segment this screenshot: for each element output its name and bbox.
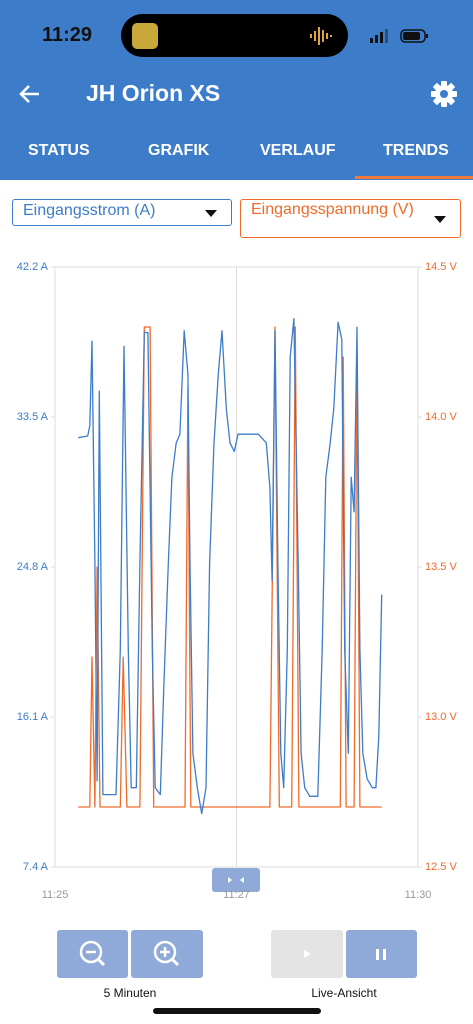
series-line (78, 318, 383, 815)
pause-icon (376, 949, 386, 960)
x-tick-label: 11:25 (42, 889, 69, 901)
tab[interactable]: STATUS (28, 142, 90, 159)
select-label: Eingangsstrom (A) (23, 202, 156, 219)
y2-tick-label: 13.0 V (425, 711, 457, 723)
pan-arrows (228, 877, 244, 883)
y-tick-label: 42.2 A (17, 261, 49, 273)
pan-handle[interactable] (212, 868, 260, 892)
y-tick-label: 16.1 A (17, 711, 49, 723)
play-icon (304, 950, 311, 958)
play-button[interactable] (271, 930, 343, 978)
y-tick-label: 33.5 A (17, 411, 49, 423)
home-indicator (153, 1008, 321, 1014)
zoom-caption: 5 Minuten (103, 986, 157, 1000)
pause-button[interactable] (346, 930, 417, 978)
y2-tick-label: 12.5 V (425, 861, 457, 873)
zoom-in-button[interactable] (131, 930, 203, 978)
settings-button[interactable] (430, 80, 458, 108)
status-time: 11:29 (42, 24, 93, 46)
active-tab-indicator (355, 176, 473, 179)
x-tick-label: 11:27 (223, 889, 250, 901)
y-tick-label: 24.8 A (17, 561, 49, 573)
left-axis-select[interactable]: Eingangsstrom (A) (12, 199, 232, 226)
back-button[interactable] (18, 82, 42, 106)
dropdown-arrow (434, 215, 446, 223)
tab[interactable]: TRENDS (383, 142, 449, 159)
dynamic-island (121, 14, 348, 57)
y2-tick-label: 13.5 V (425, 561, 457, 573)
y2-tick-label: 14.5 V (425, 261, 457, 273)
tab[interactable]: VERLAUF (260, 142, 336, 159)
zoom-in-icon (153, 940, 180, 967)
status-icons (370, 29, 428, 43)
media-icon (132, 23, 158, 49)
waveform (310, 27, 332, 45)
chart: 11:25 11:27 11:30 7.4 A 16.1 A 24.8 A 33.5 A 42… (17, 261, 458, 901)
zoom-out-icon (79, 940, 106, 967)
select-label: Eingangsspannung (V) (251, 201, 414, 218)
zoom-out-button[interactable] (57, 930, 128, 978)
y-tick-label: 7.4 A (23, 861, 49, 873)
right-axis-select[interactable]: Eingangsspannung (V) (240, 199, 461, 238)
dropdown-arrow (205, 209, 217, 217)
tab[interactable]: GRAFIK (148, 142, 210, 159)
x-tick-label: 11:30 (405, 889, 432, 901)
live-caption: Live-Ansicht (311, 986, 377, 1000)
device-title: JH Orion XS (86, 80, 221, 106)
y2-tick-label: 14.0 V (425, 411, 457, 423)
